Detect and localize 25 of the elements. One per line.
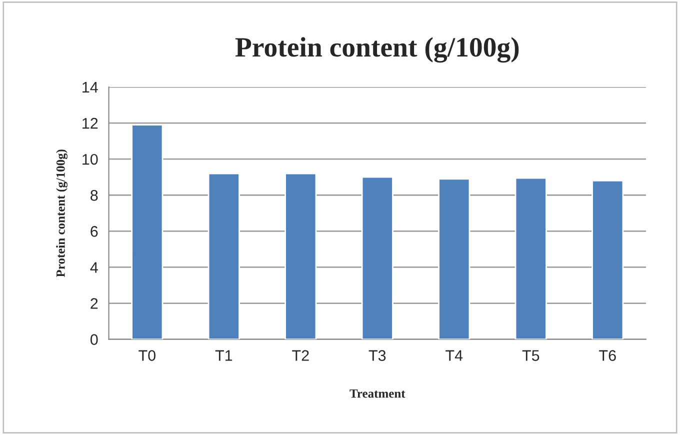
y-tick-label: 10 <box>82 154 98 165</box>
x-tick-label: T6 <box>599 350 616 361</box>
bar <box>284 172 317 340</box>
bar <box>131 124 164 340</box>
bar <box>592 180 624 340</box>
bar <box>208 172 240 340</box>
chart-title: Protein content (g/100g) <box>235 37 519 63</box>
x-tick-label: T1 <box>215 350 232 361</box>
y-tick-label: 14 <box>82 82 98 93</box>
x-tick-label: T0 <box>138 350 156 361</box>
x-tick-label: T2 <box>292 350 309 361</box>
y-tick-label: 0 <box>90 334 98 345</box>
bar <box>438 178 470 340</box>
y-tick-label: 4 <box>90 262 98 273</box>
y-tick-label: 8 <box>90 190 98 201</box>
y-tick-label: 2 <box>90 298 98 309</box>
x-tick-label: T5 <box>522 350 540 361</box>
y-axis-title: Protein content (g/100g) <box>56 150 68 278</box>
bar <box>514 177 547 340</box>
bar <box>361 176 394 340</box>
y-tick-label: 6 <box>90 226 98 237</box>
y-tick-label: 12 <box>82 118 98 129</box>
x-tick-label: T4 <box>446 350 463 361</box>
x-axis-title: Treatment <box>350 389 406 398</box>
x-tick-label: T3 <box>368 350 386 361</box>
